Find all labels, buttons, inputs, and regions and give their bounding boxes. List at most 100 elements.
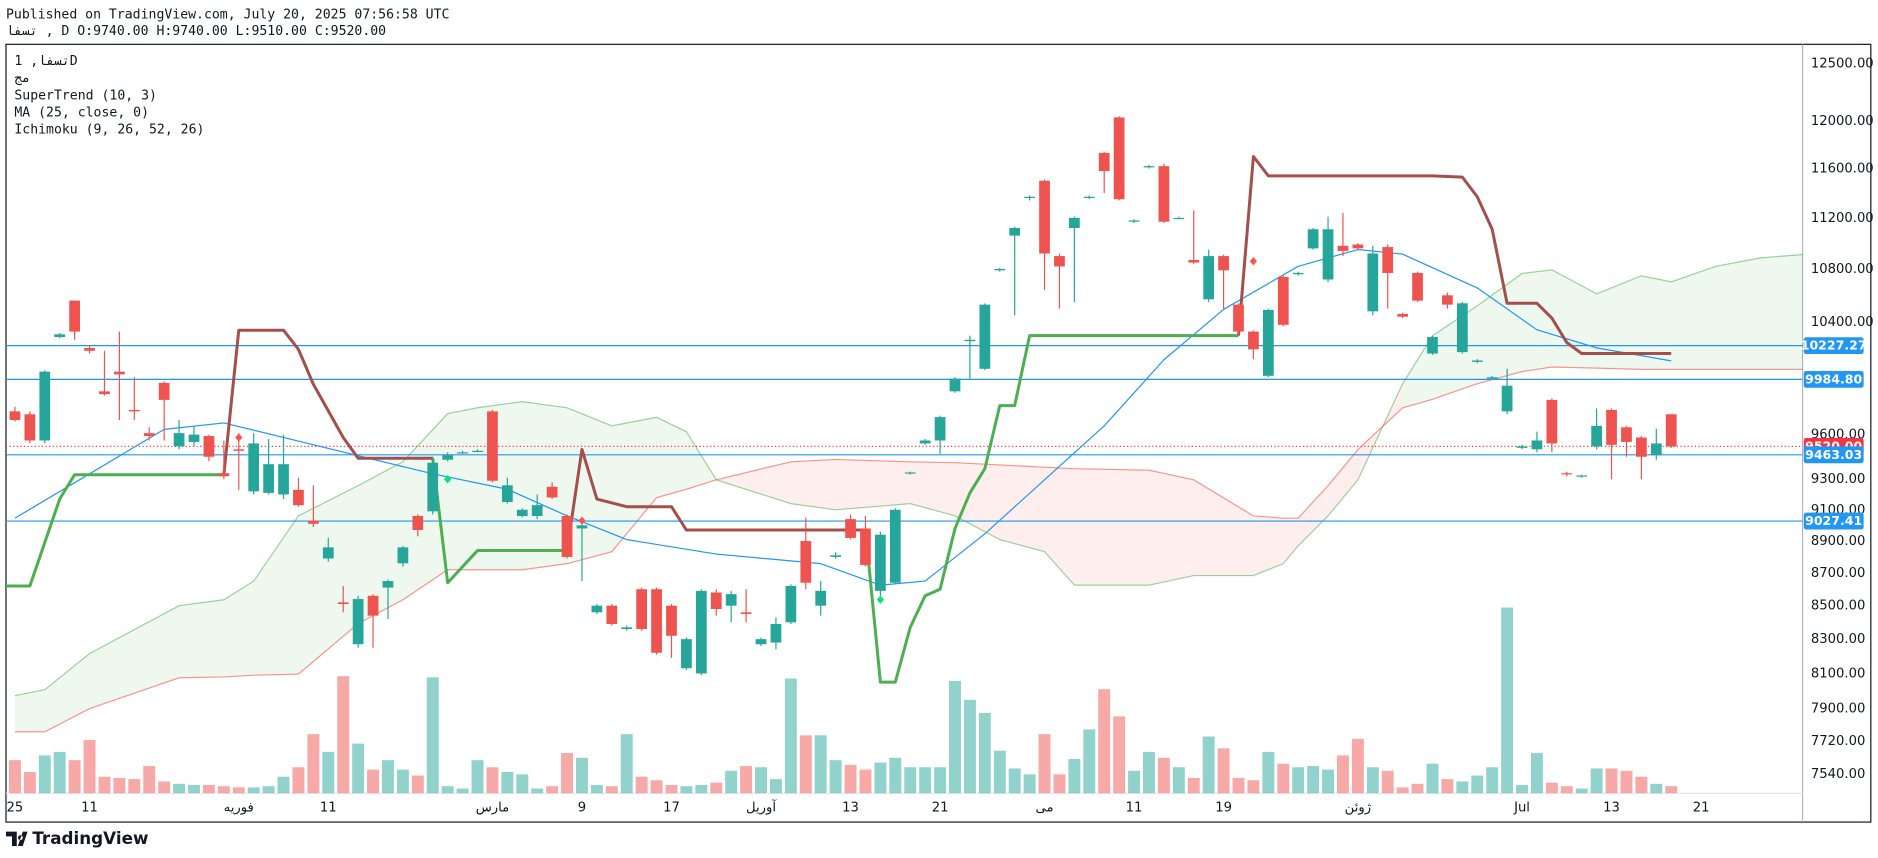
candle-body: [1009, 227, 1021, 236]
cloud-fill: [1328, 449, 1358, 516]
volume-bar: [814, 735, 827, 794]
cloud-span-b: [14, 366, 1803, 733]
candle-body: [412, 515, 424, 531]
candle-body: [1531, 440, 1543, 450]
volume-bar: [1008, 768, 1021, 794]
volume-bar: [1322, 769, 1335, 794]
volume-bar: [1172, 767, 1185, 794]
candle-body: [621, 627, 633, 630]
price-badge-label: 10227.27: [1801, 338, 1867, 353]
volume-bar: [232, 787, 245, 794]
cloud-fill: [1283, 518, 1299, 564]
volume-bar: [1262, 751, 1275, 794]
cloud-fill: [1193, 479, 1254, 576]
price-badge-label: 9984.80: [1805, 371, 1862, 386]
volume-bar: [68, 760, 81, 794]
candle-body: [1606, 409, 1617, 445]
candle-body: [1591, 425, 1602, 447]
volume-bar: [889, 757, 902, 794]
volume-bar: [1336, 755, 1349, 794]
candle-body: [69, 300, 80, 332]
price-badge-label: 9463.03: [1805, 447, 1862, 462]
candle-body: [382, 581, 394, 588]
volume-bar: [247, 787, 260, 794]
candle-body: [934, 417, 946, 441]
candle-body: [114, 371, 125, 375]
volume-bar: [1396, 787, 1409, 794]
candle-body: [278, 464, 289, 495]
candle-body: [1486, 377, 1498, 379]
volume-bar: [501, 771, 514, 794]
volume-bar: [456, 788, 469, 794]
cloud-fill: [14, 689, 45, 732]
chart-frame: [5, 43, 1872, 823]
price-badge-label: 9027.41: [1805, 513, 1862, 528]
x-tick-label: Jul: [1513, 801, 1530, 816]
volume-bar: [158, 781, 171, 794]
volume-bar: [1665, 786, 1678, 794]
candle-body: [1650, 443, 1662, 456]
cloud-fill: [1402, 335, 1433, 408]
cloud-fill: [1074, 468, 1149, 586]
cloud-fill: [1298, 485, 1329, 546]
candle-body: [681, 639, 692, 669]
candle-body: [218, 473, 230, 477]
candle-body: [740, 612, 752, 614]
volume-bar: [531, 788, 544, 794]
x-tick-label: آوریل: [746, 799, 777, 816]
candle-body: [1516, 446, 1528, 448]
candle-body: [99, 391, 110, 395]
volume-bar: [769, 779, 782, 794]
volume-bar: [1471, 775, 1484, 794]
y-tick-label: 10400.00: [1811, 315, 1874, 330]
cloud-fill: [477, 401, 523, 570]
candle-body: [1501, 385, 1513, 412]
candle-body: [1173, 217, 1185, 220]
volume-bar: [1187, 777, 1200, 794]
cloud-fill: [656, 417, 687, 498]
volume-bar: [1545, 782, 1558, 794]
candle-body: [666, 605, 677, 636]
x-tick-label: 17: [663, 801, 680, 816]
candle-body: [1636, 437, 1647, 457]
cloud-fill: [686, 431, 717, 490]
volume-bar: [1501, 607, 1514, 794]
candle-body: [1427, 337, 1438, 354]
cloud-fill: [790, 459, 836, 510]
candle-body: [248, 443, 260, 492]
x-tick-label: می: [1036, 801, 1054, 816]
volume-bar: [1635, 776, 1648, 794]
volume-bar: [202, 785, 215, 794]
x-tick-label: مارس: [476, 801, 509, 816]
candle-body: [1143, 166, 1155, 168]
cloud-fill: [716, 461, 791, 504]
brand-logo: [5, 831, 28, 847]
cloud-fill: [522, 401, 568, 570]
volume-bar: [755, 767, 767, 794]
candle-body: [651, 589, 662, 653]
volume-bar: [635, 776, 648, 794]
cloud-fill: [89, 605, 180, 709]
volume-bar: [1441, 779, 1454, 794]
volume-bar: [725, 770, 738, 794]
candle-body: [54, 334, 66, 338]
candle-body: [1367, 253, 1379, 312]
candle-body: [487, 411, 498, 481]
candle-body: [1277, 276, 1289, 325]
volume-bar: [1277, 763, 1290, 794]
candle-body: [1233, 304, 1244, 332]
cloud-fill: [567, 407, 612, 564]
cloud-fill: [910, 461, 955, 516]
volume-bar: [1605, 768, 1618, 794]
volume-bar: [322, 751, 335, 794]
volume-bar: [1038, 734, 1051, 794]
symbol-line: تسفا , D O:9740.00 H:9740.00 L:9510.00 C…: [6, 24, 386, 39]
volume-bar: [1113, 716, 1126, 794]
candle-body: [39, 371, 51, 441]
volume-bar: [799, 735, 812, 794]
y-tick-label: 10800.00: [1811, 262, 1874, 277]
candle-body: [322, 547, 334, 559]
volume-bar: [516, 774, 529, 794]
candle-body: [755, 639, 767, 645]
candle-body: [830, 555, 841, 557]
